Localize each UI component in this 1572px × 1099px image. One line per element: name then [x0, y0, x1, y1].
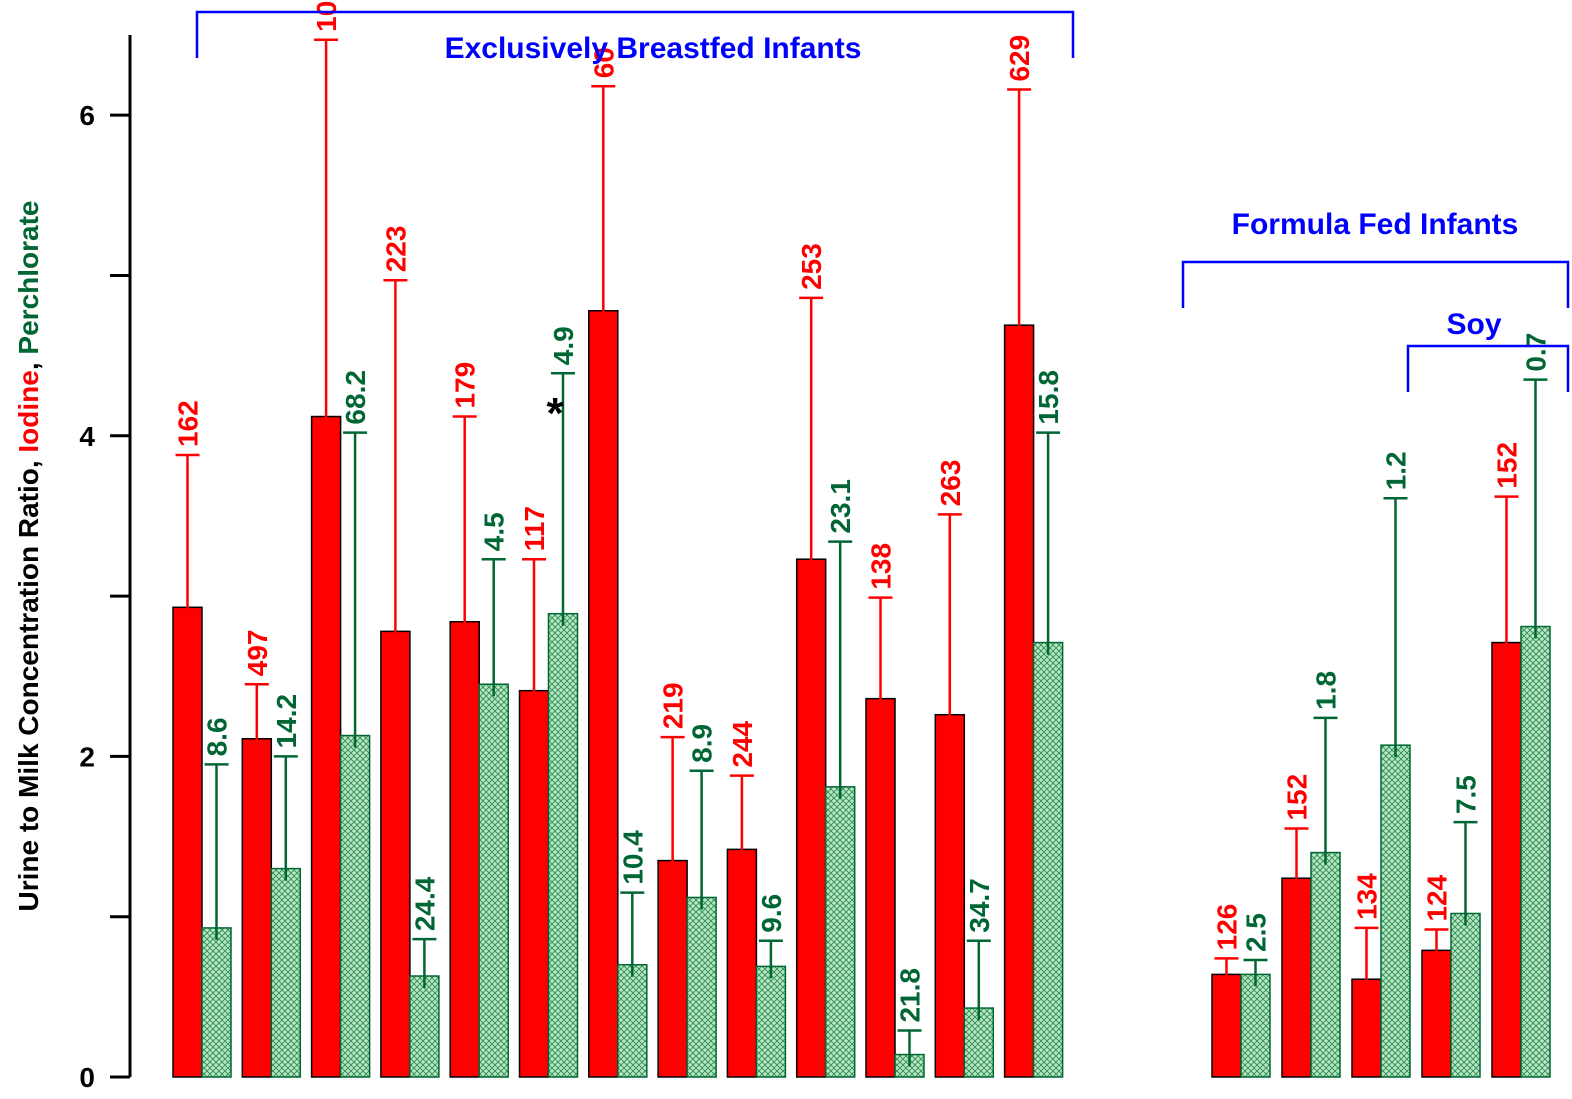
bar	[1421, 949, 1452, 1078]
y-label-part: Perchlorate	[13, 200, 44, 354]
bar-label: 152	[1492, 442, 1523, 489]
bar	[824, 786, 856, 1078]
bar-label: 0.7	[1521, 333, 1552, 372]
bar	[1450, 912, 1481, 1078]
bar	[201, 927, 232, 1078]
bar	[755, 965, 787, 1078]
group-bracket	[1181, 260, 1570, 308]
bar-label: 60	[588, 47, 619, 78]
y-label-part: Urine to Milk Concentration Ratio,	[13, 453, 44, 912]
bar-label: 244	[727, 720, 758, 767]
bar-label: 2.5	[1241, 913, 1272, 952]
bar	[795, 558, 827, 1078]
bar-label: 134	[1352, 873, 1383, 920]
bar	[310, 415, 342, 1078]
bar-label: 162	[173, 400, 204, 447]
bar	[1520, 625, 1551, 1078]
bar	[1281, 877, 1312, 1078]
bar-label: 263	[935, 460, 966, 507]
bar-label: 8.6	[202, 717, 233, 756]
group-bracket	[195, 10, 1075, 58]
bar	[934, 713, 966, 1078]
bar-label: 4.5	[479, 512, 510, 551]
bar-label: 34.7	[964, 878, 995, 933]
group-label: Soy	[1446, 308, 1501, 341]
bar-label: 117	[519, 506, 550, 551]
bar	[380, 630, 411, 1078]
bar	[172, 606, 203, 1078]
bar-label: 1.2	[1381, 451, 1412, 490]
bar-label: 9.6	[756, 894, 787, 933]
annotation: *	[546, 389, 564, 438]
y-label-part: ,	[13, 355, 44, 371]
bar	[617, 964, 648, 1078]
bar-label: 68.2	[340, 370, 371, 425]
bar	[657, 859, 688, 1078]
bar-label: 179	[450, 362, 481, 409]
bar-label: 152	[1282, 774, 1313, 821]
bar-label: 7.5	[1451, 775, 1482, 814]
bar-label: 629	[1004, 35, 1035, 82]
y-tick-label: 2	[79, 741, 95, 772]
y-tick-label: 4	[79, 421, 95, 452]
bar	[1351, 978, 1382, 1078]
bar-label: 223	[380, 226, 411, 273]
bar-label: 4.9	[548, 326, 579, 365]
bar	[1032, 641, 1064, 1078]
bar-label: 138	[866, 543, 897, 590]
bar	[478, 683, 509, 1078]
bar	[686, 896, 717, 1078]
group-label: Exclusively Breastfed Infants	[445, 32, 862, 65]
bar-label: 14.2	[271, 694, 302, 749]
bar	[1240, 973, 1271, 1078]
bar-label: 8.9	[687, 724, 718, 763]
bar	[1380, 744, 1411, 1078]
bar-label: 124	[1422, 874, 1453, 921]
bar	[241, 738, 273, 1078]
bar	[1491, 641, 1522, 1078]
bar-label: 23.1	[825, 479, 856, 534]
y-label-part: Iodine	[13, 370, 44, 452]
bar	[1310, 851, 1341, 1078]
group-bracket	[1406, 344, 1570, 392]
bar	[449, 620, 480, 1078]
bar-label: 15.8	[1033, 370, 1064, 425]
bar	[339, 734, 371, 1078]
bar-label: 126	[1212, 904, 1243, 951]
bar	[588, 309, 619, 1078]
y-tick-label: 0	[79, 1062, 95, 1093]
bar	[865, 697, 896, 1078]
y-axis-label: Urine to Milk Concentration Ratio, Iodin…	[13, 200, 44, 911]
group-label: Formula Fed Infants	[1232, 208, 1519, 241]
bar-label: 24.4	[409, 876, 440, 931]
bar-label: 21.8	[895, 968, 926, 1023]
bar-label: 253	[796, 243, 827, 290]
bar	[726, 848, 758, 1078]
bar	[518, 689, 550, 1078]
bar	[270, 867, 302, 1078]
y-tick-label: 6	[79, 100, 95, 131]
bar-label: 219	[658, 682, 689, 729]
bar-label: 1.8	[1311, 671, 1342, 710]
bar	[1003, 324, 1035, 1078]
bar-label: 497	[242, 630, 273, 677]
bar	[409, 975, 440, 1078]
bar-label: 10.4	[617, 830, 648, 885]
bar	[547, 612, 579, 1078]
bar	[1211, 973, 1242, 1078]
bar-label: 109	[311, 0, 342, 32]
